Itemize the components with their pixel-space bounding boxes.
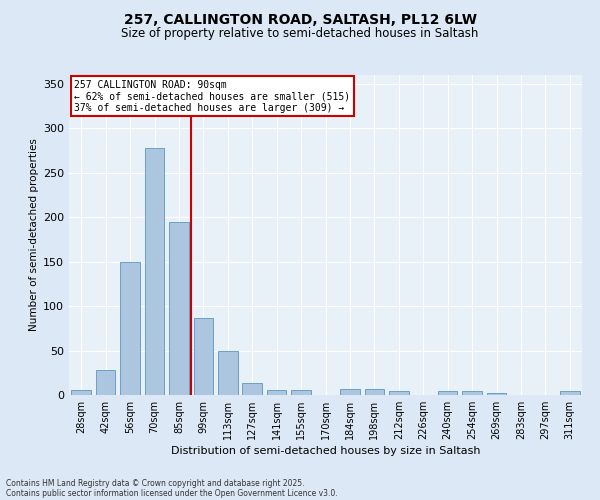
Bar: [96, 370, 115, 395]
Bar: [194, 318, 213, 395]
Bar: [487, 393, 506, 395]
Bar: [340, 389, 360, 395]
Bar: [169, 222, 188, 395]
Bar: [365, 389, 384, 395]
X-axis label: Distribution of semi-detached houses by size in Saltash: Distribution of semi-detached houses by …: [171, 446, 480, 456]
Text: Size of property relative to semi-detached houses in Saltash: Size of property relative to semi-detach…: [121, 28, 479, 40]
Bar: [438, 390, 457, 395]
Bar: [462, 390, 482, 395]
Bar: [242, 384, 262, 395]
Y-axis label: Number of semi-detached properties: Number of semi-detached properties: [29, 138, 39, 332]
Bar: [291, 390, 311, 395]
Text: Contains public sector information licensed under the Open Government Licence v3: Contains public sector information licen…: [6, 489, 338, 498]
Bar: [267, 390, 286, 395]
Text: Contains HM Land Registry data © Crown copyright and database right 2025.: Contains HM Land Registry data © Crown c…: [6, 479, 305, 488]
Text: 257, CALLINGTON ROAD, SALTASH, PL12 6LW: 257, CALLINGTON ROAD, SALTASH, PL12 6LW: [124, 12, 476, 26]
Bar: [71, 390, 91, 395]
Bar: [218, 352, 238, 395]
Bar: [145, 148, 164, 395]
Bar: [560, 392, 580, 395]
Text: 257 CALLINGTON ROAD: 90sqm
← 62% of semi-detached houses are smaller (515)
37% o: 257 CALLINGTON ROAD: 90sqm ← 62% of semi…: [74, 80, 350, 113]
Bar: [120, 262, 140, 395]
Bar: [389, 392, 409, 395]
